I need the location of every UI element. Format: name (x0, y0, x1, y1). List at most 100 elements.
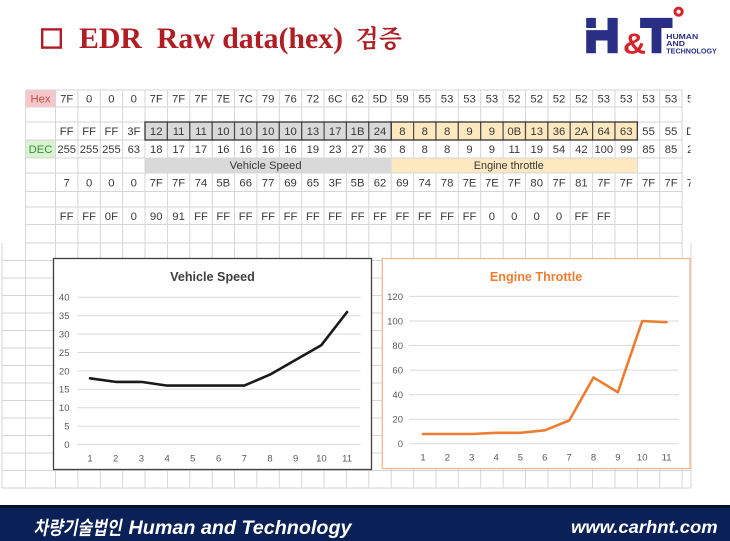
svg-text:7F: 7F (172, 177, 185, 189)
svg-text:53: 53 (441, 94, 454, 106)
svg-text:8: 8 (399, 126, 405, 138)
svg-text:FF: FF (239, 211, 253, 223)
svg-text:FF: FF (284, 211, 298, 223)
svg-text:9: 9 (466, 126, 472, 138)
svg-text:53: 53 (486, 94, 499, 106)
svg-text:7: 7 (242, 453, 247, 464)
svg-text:16: 16 (239, 144, 251, 156)
svg-text:59: 59 (396, 94, 409, 106)
svg-text:5: 5 (518, 453, 523, 464)
svg-text:3F: 3F (127, 126, 140, 138)
svg-text:54: 54 (553, 144, 565, 156)
svg-text:255: 255 (102, 144, 121, 156)
svg-text:8: 8 (591, 453, 596, 464)
svg-text:53: 53 (463, 94, 476, 106)
svg-text:FF: FF (351, 211, 365, 223)
svg-text:5: 5 (190, 453, 195, 464)
svg-text:0: 0 (511, 211, 517, 223)
svg-text:69: 69 (284, 177, 297, 189)
svg-text:52: 52 (553, 94, 566, 106)
svg-text:21: 21 (687, 144, 699, 156)
svg-text:3F: 3F (329, 177, 342, 189)
svg-text:FF: FF (261, 211, 275, 223)
svg-text:7E: 7E (216, 94, 230, 106)
svg-text:76: 76 (284, 94, 297, 106)
svg-text:0B: 0B (507, 126, 521, 138)
svg-text:8: 8 (399, 144, 405, 156)
svg-text:40: 40 (59, 293, 70, 304)
svg-text:FF: FF (82, 126, 96, 138)
svg-text:69: 69 (396, 177, 409, 189)
svg-text:FF: FF (463, 211, 477, 223)
svg-text:27: 27 (351, 144, 363, 156)
svg-text:53: 53 (687, 94, 700, 106)
svg-text:FF: FF (395, 211, 409, 223)
svg-text:52: 52 (530, 94, 543, 106)
svg-text:85: 85 (665, 144, 677, 156)
svg-text:0: 0 (108, 177, 114, 189)
svg-text:100: 100 (387, 316, 403, 327)
svg-text:13: 13 (307, 126, 320, 138)
svg-text:53: 53 (620, 94, 633, 106)
svg-text:255: 255 (57, 144, 76, 156)
svg-text:Vehicle Speed: Vehicle Speed (170, 270, 255, 284)
svg-text:0: 0 (556, 211, 562, 223)
svg-text:19: 19 (530, 144, 542, 156)
svg-text:FF: FF (574, 211, 588, 223)
svg-text:16: 16 (217, 144, 229, 156)
svg-text:78: 78 (441, 177, 454, 189)
svg-text:55: 55 (665, 126, 678, 138)
svg-text:42: 42 (575, 144, 587, 156)
svg-text:55: 55 (642, 126, 655, 138)
svg-text:7E: 7E (485, 177, 499, 189)
svg-text:0: 0 (398, 439, 403, 450)
svg-text:9: 9 (293, 453, 298, 464)
svg-text:FF: FF (328, 211, 342, 223)
svg-text:1: 1 (87, 453, 92, 464)
svg-text:0: 0 (86, 177, 92, 189)
svg-text:4: 4 (164, 453, 169, 464)
svg-text:24: 24 (374, 126, 387, 138)
svg-text:65: 65 (307, 177, 320, 189)
svg-text:36: 36 (553, 126, 566, 138)
svg-text:11: 11 (662, 453, 672, 464)
svg-text:255: 255 (80, 144, 99, 156)
svg-text:AND: AND (666, 39, 685, 48)
svg-text:2: 2 (445, 453, 450, 464)
svg-text:20: 20 (59, 366, 70, 377)
svg-text:Human and Technology: Human and Technology (129, 517, 353, 539)
svg-text:0: 0 (489, 211, 495, 223)
svg-text:4: 4 (493, 453, 498, 464)
svg-text:8: 8 (267, 453, 272, 464)
svg-text:FF: FF (418, 211, 432, 223)
svg-text:15: 15 (59, 385, 70, 396)
svg-text:91: 91 (172, 211, 185, 223)
svg-text:13: 13 (530, 126, 543, 138)
svg-text:62: 62 (351, 94, 364, 106)
svg-text:Vehicle Speed: Vehicle Speed (230, 160, 302, 172)
svg-text:60: 60 (392, 366, 403, 377)
svg-text:3: 3 (469, 453, 474, 464)
svg-text:8: 8 (422, 144, 428, 156)
svg-text:HUMAN: HUMAN (666, 32, 698, 41)
svg-text:5: 5 (64, 422, 69, 433)
svg-text:66: 66 (239, 177, 252, 189)
svg-text:Engine throttle: Engine throttle (474, 160, 544, 172)
svg-text:7F: 7F (60, 94, 73, 106)
svg-text:FF: FF (216, 211, 230, 223)
svg-text:EDR Raw data(hex): EDR Raw data(hex) (79, 22, 343, 55)
svg-text:11: 11 (173, 126, 185, 138)
svg-text:9: 9 (615, 453, 620, 464)
svg-text:63: 63 (128, 144, 140, 156)
svg-text:FF: FF (82, 211, 96, 223)
svg-text:10: 10 (637, 453, 648, 464)
svg-text:25: 25 (59, 348, 70, 359)
svg-text:81: 81 (575, 177, 588, 189)
svg-text:10: 10 (239, 126, 252, 138)
svg-text:16: 16 (262, 144, 274, 156)
svg-text:5D: 5D (373, 94, 387, 106)
svg-text:0: 0 (131, 94, 137, 106)
svg-text:7F: 7F (150, 94, 163, 106)
svg-text:7F: 7F (172, 94, 185, 106)
svg-text:www.carhnt.com: www.carhnt.com (571, 517, 718, 537)
